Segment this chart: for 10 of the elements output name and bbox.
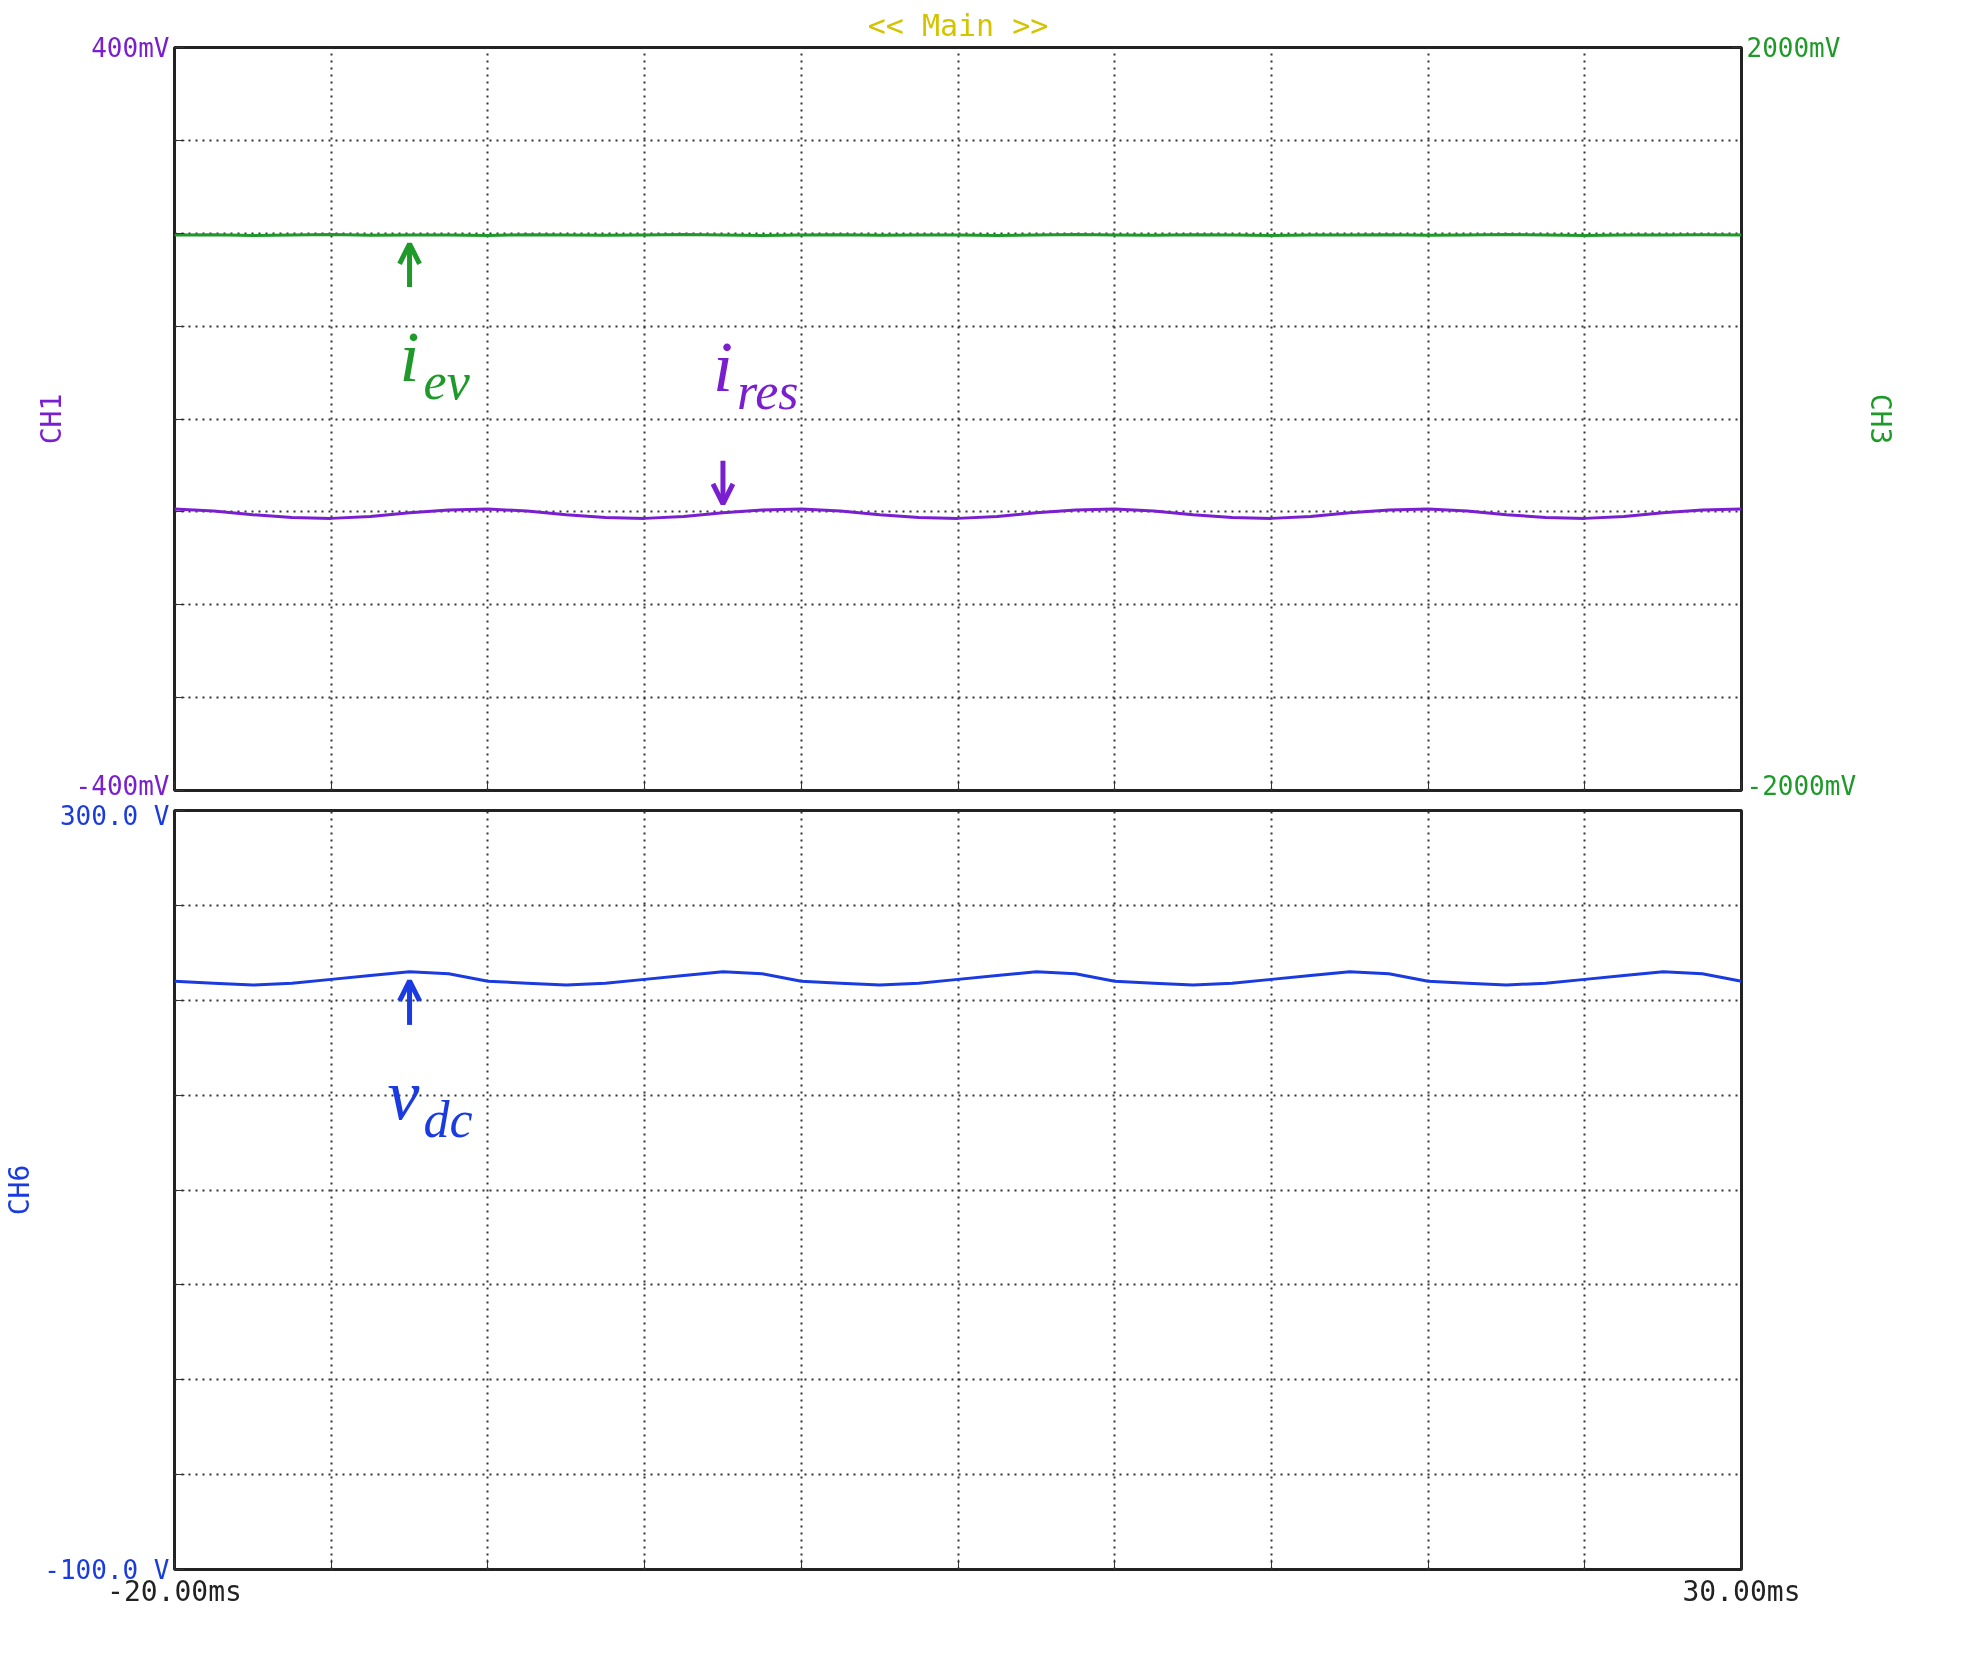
- y2-tick-label: 2000mV: [1746, 32, 1841, 63]
- y-axis-title: CH6: [3, 1164, 37, 1216]
- chart-title: << Main >>: [867, 7, 1049, 43]
- y-tick-label: 400mV: [91, 32, 170, 63]
- y-tick-label: 300.0 V: [59, 800, 170, 831]
- x-tick-label: 30.00ms: [1682, 1574, 1801, 1608]
- y-tick-label: -400mV: [75, 770, 170, 801]
- y2-tick-label: -2000mV: [1746, 770, 1857, 801]
- y2-axis-title: CH3: [1864, 393, 1898, 445]
- y-axis-title: CH1: [34, 393, 68, 445]
